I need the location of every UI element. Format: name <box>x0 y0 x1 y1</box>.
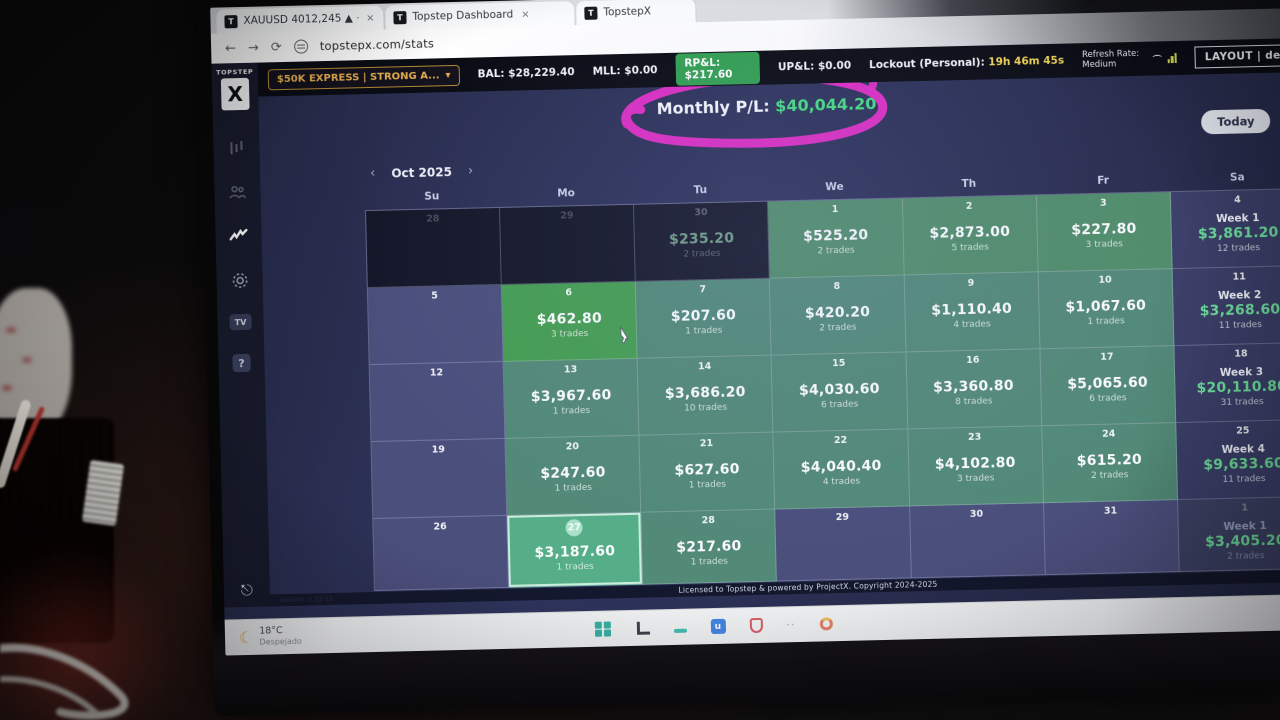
security-shield-icon[interactable] <box>749 617 763 634</box>
logout-icon[interactable]: ⎋ <box>240 580 254 600</box>
calendar-day-cell[interactable]: 14 $3,686.20 10 trades <box>637 355 774 436</box>
month-label: Oct 2025 <box>391 164 453 180</box>
screen: T XAUUSD 4012,245 ▲ +0.76% × T Topstep D… <box>210 0 1280 656</box>
prev-month-icon[interactable]: ‹ <box>369 165 376 181</box>
calendar-week-summary-cell[interactable]: 25 Week 4 $9,633.60 11 trades <box>1176 419 1280 501</box>
next-month-icon[interactable]: › <box>467 163 474 179</box>
calendar-day-cell[interactable]: 17 $5,065.60 6 trades <box>1040 346 1177 427</box>
calendar-grid: 28 29 30 $235.20 2 trades 1 $525.20 2 trades 2 $2… <box>364 187 1280 592</box>
calendar-week-summary-cell[interactable]: 4 Week 1 $3,861.20 12 trades <box>1170 188 1280 270</box>
calendar-day-cell[interactable]: 2 $2,873.00 5 trades <box>902 195 1039 276</box>
calendar-day-cell[interactable]: 3 $227.80 3 trades <box>1036 192 1173 273</box>
calendar-day-cell[interactable]: 8 $420.20 2 trades <box>770 275 907 356</box>
calendar-day-cell[interactable]: 13 $3,967.60 1 trades <box>503 358 640 439</box>
calendar-day-cell[interactable]: 20 $247.60 1 trades <box>505 435 642 516</box>
calendar-day-cell[interactable]: 19 <box>371 438 508 520</box>
topstep-icon: T <box>393 10 407 24</box>
refresh-rate: Refresh Rate: Medium <box>1082 48 1177 70</box>
signal-bars-icon <box>1167 52 1177 64</box>
url-text[interactable]: topstepx.com/stats <box>319 36 435 54</box>
windows-start-icon[interactable] <box>594 621 611 638</box>
calendar-week-summary-cell[interactable]: 18 Week 3 $20,110.80 31 trades <box>1174 342 1280 424</box>
stats-icon[interactable] <box>228 226 248 246</box>
weather-widget[interactable]: ☾ 18°C Despejado <box>225 626 302 648</box>
calendar-day-cell[interactable]: 24 $615.20 2 trades <box>1041 423 1178 504</box>
barcode-label <box>81 459 125 527</box>
more-apps-icon[interactable]: ·· <box>786 618 796 632</box>
settings-gear-icon[interactable] <box>229 270 249 290</box>
layout-button[interactable]: LAYOUT | default (d <box>1194 43 1280 69</box>
stats-main: Monthly P/L: $40,044.20 Today ‹ Oct 2025… <box>258 70 1280 607</box>
calendar-day-cell[interactable]: 29 <box>500 204 637 285</box>
calendar-day-cell[interactable]: 30 <box>909 503 1046 579</box>
upl-value: UP&L: $0.00 <box>777 59 852 74</box>
tab-close-icon[interactable]: × <box>365 12 375 24</box>
reload-icon[interactable]: ⟳ <box>270 39 283 55</box>
community-icon[interactable] <box>227 182 247 202</box>
back-icon[interactable]: ← <box>224 40 237 56</box>
calendar-day-cell[interactable]: 10 $1,067.60 1 trades <box>1038 269 1175 350</box>
browser-tab-topstepx[interactable]: T TopstepX <box>576 0 697 26</box>
lockout-timer: Lockout (Personal): 19h 46m 45s <box>868 54 1065 72</box>
calendar-day-cell[interactable]: 21 $627.60 1 trades <box>639 432 776 513</box>
file-explorer-icon[interactable] <box>636 621 650 635</box>
moon-icon: ☾ <box>238 627 254 648</box>
calendar-day-cell[interactable]: 9 $1,110.40 4 trades <box>904 272 1041 353</box>
calendar-day-cell[interactable]: 16 $3,360.80 8 trades <box>906 349 1042 430</box>
calendar-day-cell[interactable]: 6 $462.80 3 trades <box>501 281 638 362</box>
topstep-x-logo: X <box>220 77 250 111</box>
calendar-day-cell[interactable]: 27 $3,187.60 1 trades <box>507 512 644 588</box>
calendar-week-summary-cell[interactable]: 11 Week 2 $3,268.60 11 trades <box>1172 265 1280 347</box>
wifi-icon <box>1154 54 1162 62</box>
minimize-app-icon[interactable] <box>673 628 687 633</box>
calendar-day-cell[interactable]: 28 $217.60 1 trades <box>641 509 778 585</box>
monthly-pl: Monthly P/L: $40,044.20 <box>656 94 877 119</box>
calendar-day-cell[interactable]: 12 <box>369 361 506 443</box>
calendar-day-cell[interactable]: 7 $207.60 1 trades <box>636 278 772 359</box>
balance-value: BAL: $28,229.40 <box>477 66 575 81</box>
calendar-day-cell[interactable]: 23 $4,102.80 3 trades <box>907 426 1044 507</box>
account-selector[interactable]: $50K EXPRESS | STRONG A... ▾ <box>267 64 460 90</box>
calendar-day-cell[interactable]: 28 <box>366 207 502 289</box>
help-icon[interactable]: ? <box>232 353 251 373</box>
calendar-day-cell[interactable]: 29 <box>775 506 912 582</box>
calendar-day-cell[interactable]: 30 $235.20 2 trades <box>634 201 771 282</box>
calendar-day-cell[interactable]: 1 $525.20 2 trades <box>768 198 905 279</box>
tv-icon[interactable]: TV <box>229 313 252 331</box>
calendar-day-cell[interactable]: 31 <box>1043 500 1180 576</box>
topstepx-app: $50K EXPRESS | STRONG A... ▾ BAL: $28,22… <box>211 37 1280 620</box>
chrome-browser-icon[interactable] <box>819 617 833 631</box>
rpl-badge: RP&L: $217.60 <box>675 51 761 86</box>
app-u-icon[interactable]: u <box>710 618 726 635</box>
topstep-logo: TOPSTEP <box>215 67 254 77</box>
chart-candles-icon[interactable] <box>226 138 246 158</box>
calendar-week-summary-cell[interactable]: 1 Week 1 $3,405.20 2 trades <box>1177 496 1280 573</box>
mouse-cursor <box>620 325 629 344</box>
tab-close-icon[interactable]: × <box>521 8 530 20</box>
topstep-icon: T <box>584 6 598 20</box>
chevron-down-icon: ▾ <box>445 69 451 81</box>
calendar-day-cell[interactable]: 15 $4,030.60 6 trades <box>771 352 908 433</box>
forward-icon[interactable]: → <box>247 40 260 56</box>
tradingview-icon: T <box>224 14 238 28</box>
monthly-pl-value: $40,044.20 <box>774 94 877 116</box>
laptop: T XAUUSD 4012,245 ▲ +0.76% × T Topstep D… <box>198 0 1280 716</box>
calendar-month-nav: ‹ Oct 2025 › <box>370 164 473 181</box>
today-button[interactable]: Today <box>1200 108 1271 135</box>
mll-value: MLL: $0.00 <box>592 64 658 78</box>
weather-desc: Despejado <box>259 637 302 648</box>
calendar-day-cell[interactable]: 26 <box>373 515 510 591</box>
site-settings-icon[interactable] <box>293 39 309 54</box>
calendar-day-cell[interactable]: 22 $4,040.40 4 trades <box>773 429 910 510</box>
calendar-day-cell[interactable]: 5 <box>367 284 504 366</box>
